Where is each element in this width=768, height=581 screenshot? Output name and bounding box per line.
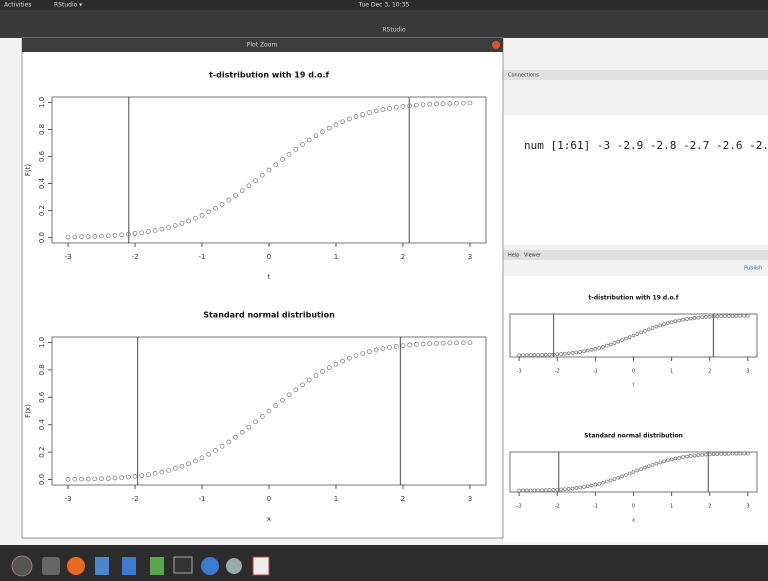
plot-title: t-distribution with 19 d.o.f [589,295,679,302]
x-axis-label: t [633,383,635,389]
dock-icon[interactable] [201,557,219,575]
rstudio-titlebar [0,10,768,38]
y-tick-label: 0.0 [38,232,46,243]
viewer-tab[interactable]: Viewer [524,253,542,259]
plot-pane [503,276,768,542]
close-button[interactable] [492,41,500,49]
dock [0,545,768,581]
x-tick-label: 0 [632,504,635,510]
x-tick-label: 2 [401,495,405,503]
x-tick-label: 3 [468,253,472,261]
dock-icon[interactable] [95,557,109,575]
x-tick-label: 1 [670,504,673,510]
x-tick-label: -3 [517,369,522,375]
y-axis-label: F(t) [24,164,32,177]
y-tick-label: 1.0 [38,97,46,108]
plot-title: Standard normal distribution [203,311,335,320]
y-tick-label: 0.4 [38,177,46,189]
y-tick-label: 1.0 [38,337,46,348]
env-pane [503,115,768,245]
x-tick-label: 1 [670,369,673,375]
x-tick-label: -2 [132,253,139,261]
dock-icon[interactable] [226,558,242,574]
zoom-window [22,38,503,538]
x-axis-label: x [632,518,635,524]
y-tick-label: 0.2 [38,447,46,458]
x-tick-label: 0 [267,495,271,503]
plot-tabs [503,250,768,260]
y-tick-label: 0.8 [38,364,46,375]
x-tick-label: -3 [65,253,72,261]
dock-icon[interactable] [42,557,60,575]
clock: Tue Dec 3, 10:35 [358,2,410,9]
x-tick-label: 2 [708,369,711,375]
x-tick-label: 3 [468,495,472,503]
dock-icon[interactable] [150,557,164,575]
y-tick-label: 0.0 [38,474,46,485]
x-tick-label: 1 [334,495,338,503]
x-tick-label: -3 [65,495,72,503]
x-tick-label: -1 [199,495,206,503]
dock-icon[interactable] [67,557,85,575]
x-tick-label: 2 [708,504,711,510]
env-tabs [503,70,768,80]
page: Activities RStudio ▾ Tue Dec 3, 10:35 RS… [0,0,768,581]
zoom-title: Plot Zoom [247,42,278,49]
y-axis-label: F(x) [24,404,32,418]
x-tick-label: 0 [632,369,635,375]
env-tab[interactable]: Connections [508,73,539,79]
y-tick-label: 0.2 [38,205,46,216]
plot-title: t-distribution with 19 d.o.f [209,71,330,80]
dock-icon[interactable] [253,557,269,575]
x-axis-label: t [268,273,271,281]
y-tick-label: 0.6 [38,391,46,403]
y-tick-label: 0.8 [38,124,46,135]
x-tick-label: 3 [746,369,749,375]
dock-icon[interactable] [122,557,136,575]
screen: Activities RStudio ▾ Tue Dec 3, 10:35 RS… [0,0,768,581]
x-tick-label: -1 [199,253,206,261]
x-tick-label: -2 [132,495,139,503]
x-tick-label: -2 [555,504,560,510]
window-title: RStudio [382,27,406,34]
x-tick-label: 2 [401,253,405,261]
dock-icon[interactable] [12,556,32,576]
y-tick-label: 0.6 [38,150,46,162]
x-tick-label: -3 [517,504,522,510]
console-output: num [1:61] -3 -2.9 -2.8 -2.7 -2.6 -2... [524,139,768,152]
x-tick-label: 1 [334,253,338,261]
publish[interactable]: Publish [744,266,762,272]
app-menu[interactable]: RStudio ▾ [54,2,82,9]
y-tick-label: 0.4 [38,419,46,431]
x-tick-label: -1 [593,504,598,510]
dock-icon[interactable] [174,557,192,573]
activities[interactable]: Activities [4,2,31,9]
help-tab[interactable]: Help [508,253,519,259]
x-axis-label: x [267,515,271,523]
x-tick-label: -2 [555,369,560,375]
plot-title: Standard normal distribution [584,433,683,440]
x-tick-label: 0 [267,253,271,261]
x-tick-label: -1 [593,369,598,375]
x-tick-label: 3 [746,504,749,510]
